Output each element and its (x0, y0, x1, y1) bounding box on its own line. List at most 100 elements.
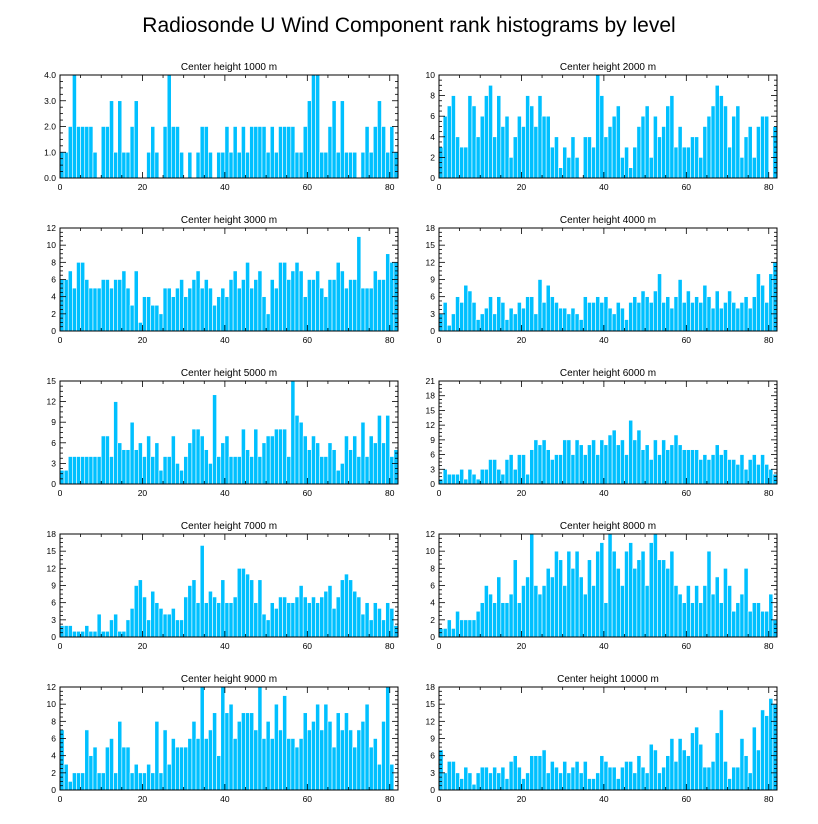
bar (611, 313, 617, 332)
bar (356, 596, 362, 638)
bar (591, 585, 596, 638)
bar (620, 157, 625, 179)
bar (702, 454, 708, 485)
bar (96, 613, 102, 638)
bar (278, 428, 283, 485)
bar (105, 630, 110, 638)
bar (199, 287, 205, 332)
panel-10: Center height 10000 m 0 20 40 60 80 0 3 6 9 12 15 18 (426, 674, 778, 804)
panel-title: Center height 2000 m (560, 62, 656, 73)
bar (166, 456, 172, 485)
bar (475, 772, 481, 791)
bar (463, 619, 469, 638)
bar (117, 630, 123, 638)
bar (166, 763, 172, 791)
bar (67, 270, 73, 332)
bar (455, 136, 460, 179)
bar (269, 126, 275, 179)
panels: Center height 1000 m0 20 40 60 800.01.02.03.… (44, 62, 778, 804)
bar (533, 126, 539, 179)
bar (257, 579, 263, 638)
bar (496, 576, 502, 638)
bar (463, 766, 469, 791)
bar (500, 602, 506, 638)
bar (368, 435, 374, 485)
bar (146, 296, 151, 332)
bar (533, 755, 539, 791)
bar (138, 442, 143, 485)
bar (253, 729, 259, 791)
bar (302, 126, 308, 179)
bar (681, 449, 687, 485)
y-tick-label: 6 (51, 598, 56, 608)
bar (607, 533, 613, 638)
x-tick-label: 60 (303, 794, 313, 804)
bar (261, 738, 267, 791)
bar (385, 415, 391, 485)
bar (195, 151, 201, 179)
bar (113, 401, 119, 485)
bar (76, 630, 81, 638)
bar (170, 608, 176, 638)
y-tick-label: 3 (430, 768, 435, 778)
y-tick-label: 12 (47, 397, 57, 407)
bar (731, 610, 737, 638)
bar (360, 287, 366, 332)
bar (500, 766, 506, 791)
bar (72, 456, 77, 485)
bar (125, 746, 131, 791)
bar (88, 456, 94, 485)
bar (442, 302, 448, 332)
bar (541, 439, 547, 485)
bar (492, 766, 498, 791)
bar (319, 596, 325, 638)
x-tick-label: 20 (517, 794, 527, 804)
bar (121, 151, 127, 179)
bar (203, 449, 209, 485)
bar (154, 151, 160, 179)
bar (331, 100, 337, 179)
x-tick-label: 20 (138, 182, 148, 192)
bar (377, 608, 382, 638)
bar (554, 454, 559, 485)
bar (636, 429, 642, 485)
bar (591, 439, 596, 485)
bar (739, 157, 745, 179)
bar (179, 619, 184, 638)
bar (690, 449, 695, 485)
bar (175, 463, 180, 485)
bar (278, 596, 283, 638)
bar (348, 151, 353, 179)
bar (100, 630, 106, 638)
bar (199, 686, 205, 791)
bar (455, 772, 460, 791)
bar (339, 729, 345, 791)
bar (142, 596, 147, 638)
bar (162, 613, 168, 638)
bar (644, 105, 650, 179)
bar (294, 596, 300, 638)
bar (241, 568, 246, 638)
bars (438, 698, 778, 791)
x-tick-label: 80 (764, 488, 774, 498)
bar (377, 763, 382, 791)
y-tick-label: 0.0 (44, 173, 56, 183)
x-tick-label: 60 (682, 488, 692, 498)
bar (175, 746, 180, 791)
bar (282, 596, 288, 638)
bar (113, 279, 119, 332)
bar (508, 454, 514, 485)
bar (591, 146, 596, 179)
x-tick-label: 40 (599, 794, 609, 804)
bar (121, 630, 127, 638)
y-tick-label: 6 (51, 275, 56, 285)
y-tick-label: 0 (51, 479, 56, 489)
bar (541, 585, 547, 638)
bar (315, 74, 320, 179)
bar (302, 435, 308, 485)
bar (554, 766, 559, 791)
bar (735, 602, 741, 638)
bar (620, 585, 625, 638)
bar (253, 602, 259, 638)
